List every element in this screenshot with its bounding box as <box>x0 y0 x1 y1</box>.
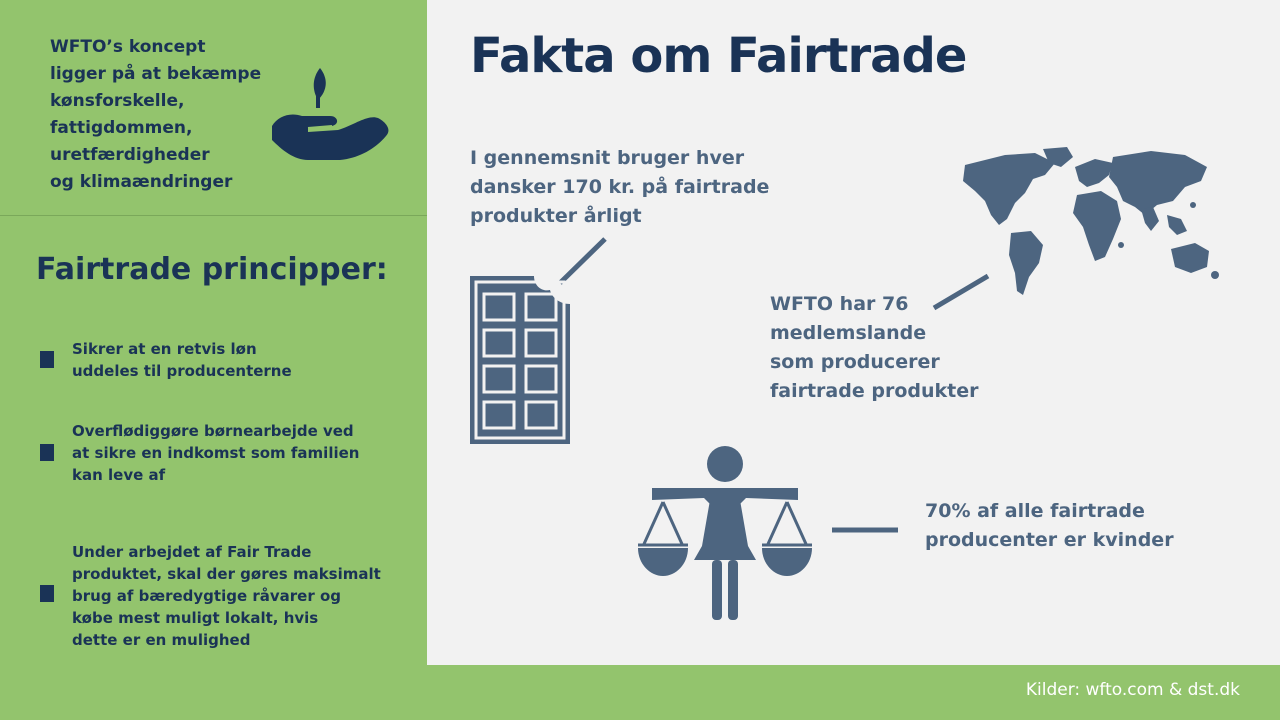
fact-spending: I gennemsnit bruger hver dansker 170 kr.… <box>470 147 770 227</box>
principle-text: Sikrer at en retvis løn uddeles til prod… <box>72 340 292 380</box>
plant-hand-icon <box>272 68 389 160</box>
principles-title: Fairtrade principper: <box>36 252 388 287</box>
left-divider <box>0 215 427 216</box>
connector-line-chocolate <box>558 237 607 285</box>
chocolate-bar-icon <box>470 276 570 444</box>
connector-line-scales <box>832 527 898 533</box>
bullet-square <box>40 351 54 368</box>
bullet-square <box>40 444 54 461</box>
fact-women-producers: 70% af alle fairtrade producenter er kvi… <box>925 500 1174 551</box>
world-map-icon <box>963 147 1219 295</box>
woman-scales-icon <box>638 446 812 620</box>
principle-text: Under arbejdet af Fair Trade produktet, … <box>72 543 381 649</box>
source-text: Kilder: wfto.com & dst.dk <box>1025 680 1240 700</box>
fact-member-countries: WFTO har 76 medlemslande som producerer … <box>770 293 979 402</box>
footer-bar <box>427 665 1280 720</box>
connector-line-map <box>932 273 990 311</box>
left-panel <box>0 0 427 720</box>
intro-text: WFTO’s koncept ligger på at bekæmpe køns… <box>50 37 262 192</box>
bullet-square <box>40 585 54 602</box>
main-title: Fakta om Fairtrade <box>470 28 967 84</box>
principle-text: Overflødiggøre børnearbejde ved at sikre… <box>72 422 360 484</box>
